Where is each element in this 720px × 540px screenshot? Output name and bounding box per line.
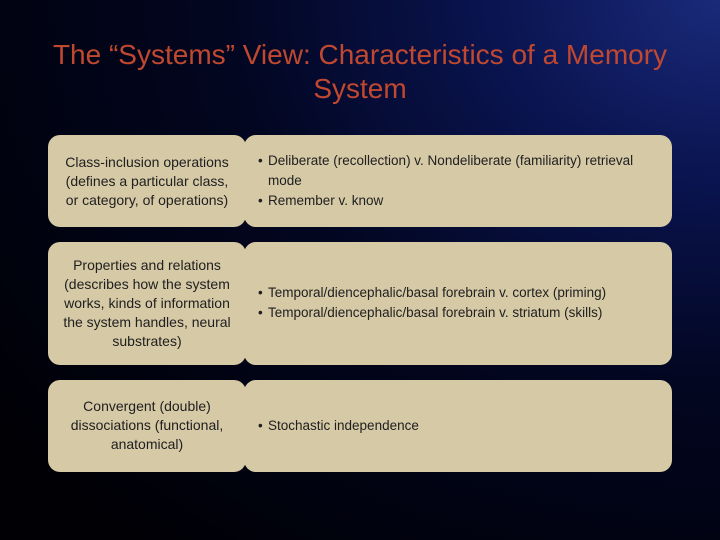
list-item: Deliberate (recollection) v. Nondelibera… <box>258 151 658 192</box>
row-1: Class-inclusion operations (defines a pa… <box>48 135 672 227</box>
list-item: Temporal/diencephalic/basal forebrain v.… <box>258 283 658 303</box>
slide: The “Systems” View: Characteristics of a… <box>0 0 720 540</box>
row-2-right: Temporal/diencephalic/basal forebrain v.… <box>244 242 672 364</box>
row-3-right: Stochastic independence <box>244 380 672 472</box>
content-rows: Class-inclusion operations (defines a pa… <box>48 135 672 471</box>
row-2-left: Properties and relations (describes how … <box>48 242 246 364</box>
list-item: Temporal/diencephalic/basal forebrain v.… <box>258 303 658 323</box>
row-2: Properties and relations (describes how … <box>48 242 672 364</box>
row-3: Convergent (double) dissociations (funct… <box>48 380 672 472</box>
slide-title: The “Systems” View: Characteristics of a… <box>48 38 672 105</box>
list-item: Stochastic independence <box>258 416 658 436</box>
row-1-bullets: Deliberate (recollection) v. Nondelibera… <box>258 151 658 212</box>
list-item: Remember v. know <box>258 191 658 211</box>
row-1-right: Deliberate (recollection) v. Nondelibera… <box>244 135 672 227</box>
row-2-bullets: Temporal/diencephalic/basal forebrain v.… <box>258 283 658 324</box>
row-1-left: Class-inclusion operations (defines a pa… <box>48 135 246 227</box>
row-3-left: Convergent (double) dissociations (funct… <box>48 380 246 472</box>
row-3-bullets: Stochastic independence <box>258 416 658 436</box>
